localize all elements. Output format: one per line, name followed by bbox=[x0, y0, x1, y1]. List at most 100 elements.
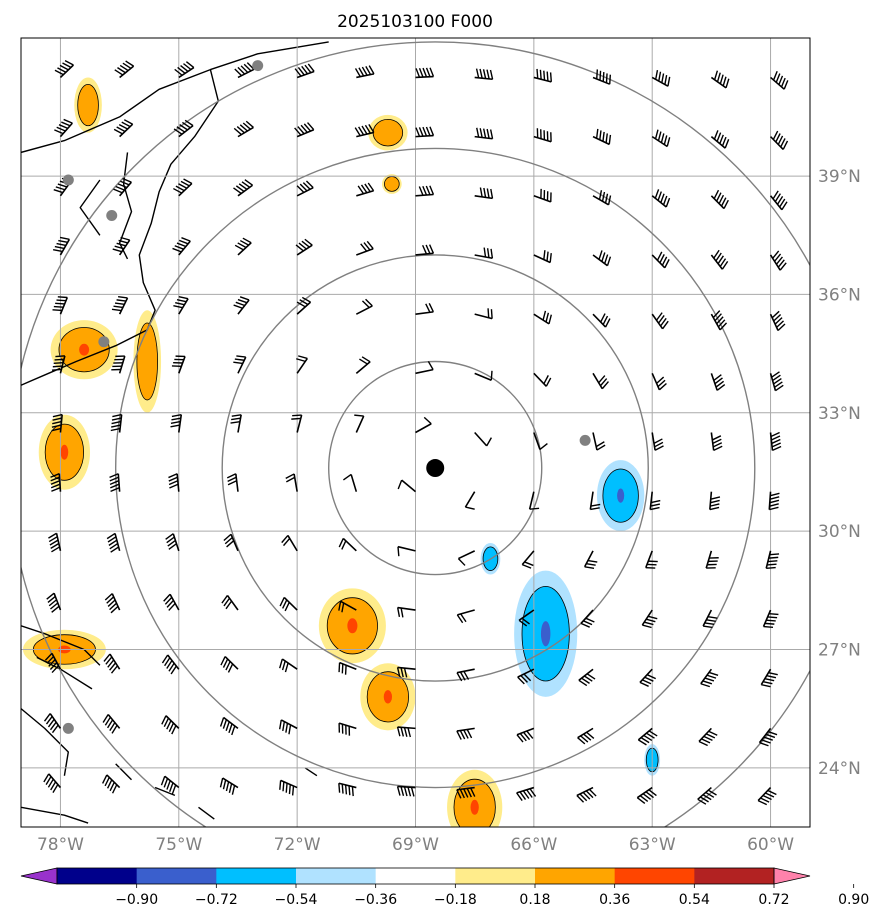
barb-feather bbox=[772, 445, 782, 452]
storm-center-dot[interactable] bbox=[426, 459, 445, 478]
wind-barb bbox=[234, 237, 252, 256]
barb-staff bbox=[415, 311, 434, 315]
wind-barb bbox=[456, 786, 476, 799]
barb-staff bbox=[710, 432, 715, 451]
barb-staff bbox=[106, 774, 121, 789]
barb-feather bbox=[222, 658, 229, 668]
barb-feather bbox=[543, 375, 549, 385]
barb-feather bbox=[645, 791, 654, 799]
colorbar-tick-label: 0.36 bbox=[599, 892, 630, 908]
barb-feather bbox=[516, 734, 524, 743]
barb-feather bbox=[775, 133, 781, 143]
barb-feather bbox=[599, 378, 608, 387]
barb-feather bbox=[51, 487, 61, 492]
barb-feather bbox=[51, 546, 60, 553]
barb-staff bbox=[109, 653, 121, 670]
barb-feather bbox=[460, 613, 467, 623]
wind-barb bbox=[114, 60, 135, 79]
barb-feather bbox=[222, 719, 228, 729]
wind-barb bbox=[230, 414, 242, 433]
barb-feather bbox=[111, 308, 122, 312]
barb-feather bbox=[180, 180, 190, 187]
barb-feather bbox=[636, 797, 646, 804]
map-panel[interactable] bbox=[9, 37, 861, 894]
wind-barb bbox=[700, 668, 719, 688]
barb-feather bbox=[520, 675, 528, 683]
barb-feather bbox=[479, 128, 483, 138]
barb-feather bbox=[57, 296, 68, 299]
barb-staff bbox=[296, 186, 314, 197]
barb-feather bbox=[354, 127, 361, 137]
barb-feather bbox=[278, 719, 282, 730]
barb-staff bbox=[111, 593, 121, 611]
barb-feather bbox=[429, 185, 435, 195]
barb-feather bbox=[55, 186, 66, 191]
barb-staff bbox=[340, 600, 357, 611]
barb-feather bbox=[305, 180, 314, 189]
barb-feather bbox=[654, 445, 664, 451]
barb-feather bbox=[665, 197, 671, 208]
barb-feather bbox=[168, 722, 175, 732]
barb-feather bbox=[529, 788, 537, 797]
barb-feather bbox=[407, 786, 412, 797]
wind-barb bbox=[769, 431, 782, 452]
barb-feather bbox=[657, 379, 666, 388]
wind-barb bbox=[51, 355, 66, 374]
barb-feather bbox=[175, 301, 185, 306]
barb-staff bbox=[237, 242, 252, 256]
barb-feather bbox=[301, 240, 310, 248]
wind-barb bbox=[338, 722, 357, 736]
barb-feather bbox=[168, 602, 176, 611]
barb-feather bbox=[519, 733, 527, 742]
barb-feather bbox=[111, 417, 122, 421]
barb-feather bbox=[425, 185, 431, 196]
barb-feather bbox=[237, 66, 246, 75]
barb-feather bbox=[428, 244, 435, 254]
barb-feather bbox=[719, 322, 728, 331]
barb-staff bbox=[456, 786, 475, 791]
barb-staff bbox=[702, 609, 713, 627]
barb-staff bbox=[178, 356, 186, 374]
barb-feather bbox=[539, 443, 548, 450]
barb-feather bbox=[644, 676, 654, 682]
colorbar-tick-label: −0.54 bbox=[275, 892, 318, 908]
wind-barb bbox=[106, 532, 121, 553]
barb-feather bbox=[171, 417, 181, 421]
barb-feather bbox=[602, 315, 609, 325]
barb-feather bbox=[106, 596, 115, 604]
barb-feather bbox=[601, 191, 606, 202]
wind-barb bbox=[338, 782, 357, 797]
wind-barb bbox=[415, 303, 434, 315]
barb-feather bbox=[767, 616, 778, 619]
barb-feather bbox=[601, 252, 606, 262]
wind-barb bbox=[161, 654, 180, 675]
barb-feather bbox=[721, 260, 729, 270]
barb-feather bbox=[486, 437, 493, 447]
wind-barb bbox=[174, 61, 195, 79]
barb-staff bbox=[457, 609, 475, 616]
positive-anomaly-core bbox=[136, 322, 158, 401]
barb-staff bbox=[226, 594, 239, 611]
barb-feather bbox=[239, 124, 248, 132]
barb-feather bbox=[463, 670, 470, 680]
barb-feather bbox=[648, 789, 657, 797]
storm-center-marker[interactable] bbox=[426, 459, 445, 478]
barb-staff bbox=[769, 313, 779, 331]
barb-feather bbox=[282, 599, 288, 609]
wind-barb bbox=[651, 129, 671, 148]
barb-feather bbox=[55, 302, 65, 305]
barb-staff bbox=[533, 135, 552, 143]
barb-staff bbox=[533, 313, 550, 325]
barb-feather bbox=[639, 681, 649, 687]
barb-feather bbox=[109, 480, 120, 486]
wind-barb bbox=[415, 361, 434, 375]
barb-feather bbox=[239, 239, 249, 246]
barb-feather bbox=[702, 794, 712, 801]
barb-feather bbox=[118, 239, 128, 244]
barb-feather bbox=[638, 739, 647, 746]
barb-feather bbox=[242, 237, 252, 244]
positive-anomaly-core bbox=[372, 118, 404, 147]
wind-barb bbox=[457, 550, 476, 566]
colorbar: −0.90 −0.72 −0.54 −0.36 −0.18 0.18 0.36 0.54 0.7… bbox=[20, 867, 869, 908]
barb-feather bbox=[166, 780, 171, 790]
